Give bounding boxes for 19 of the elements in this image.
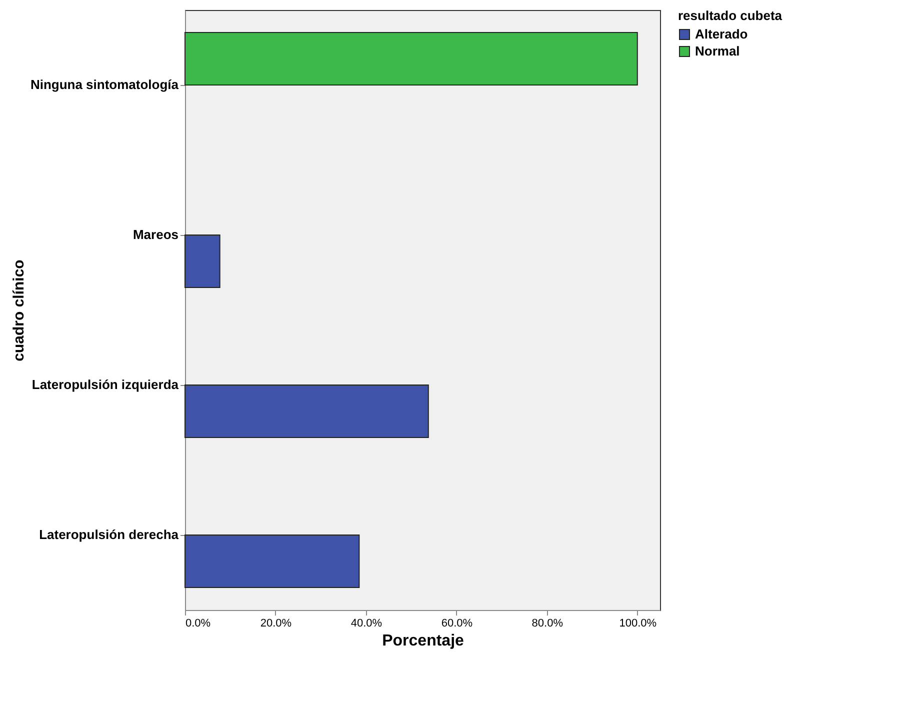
x-axis-title: Porcentaje: [382, 632, 464, 650]
bar: [184, 234, 220, 288]
x-tick-label: 60.0%: [441, 618, 473, 630]
x-tick-label: 80.0%: [532, 618, 564, 630]
legend-label: Alterado: [695, 26, 748, 42]
x-tick-label: 0.0%: [186, 618, 211, 630]
x-tick-label: 20.0%: [260, 618, 292, 630]
y-tick-label: Lateropulsión derecha: [39, 527, 180, 542]
x-tick-label: 40.0%: [350, 618, 382, 630]
y-tick-label: Lateropulsión izquierda: [32, 377, 180, 392]
x-tick-label: 100.0%: [619, 618, 657, 630]
legend-label: Normal: [695, 44, 740, 58]
y-tick-label: Ninguna sintomatología: [30, 77, 180, 92]
bar: [184, 32, 638, 86]
bar: [184, 534, 360, 588]
y-axis-title: cuadro clínico: [10, 260, 28, 362]
bar: [184, 384, 429, 438]
y-tick-label: Mareos: [132, 227, 178, 242]
legend-title: resultado cubeta: [678, 8, 783, 23]
